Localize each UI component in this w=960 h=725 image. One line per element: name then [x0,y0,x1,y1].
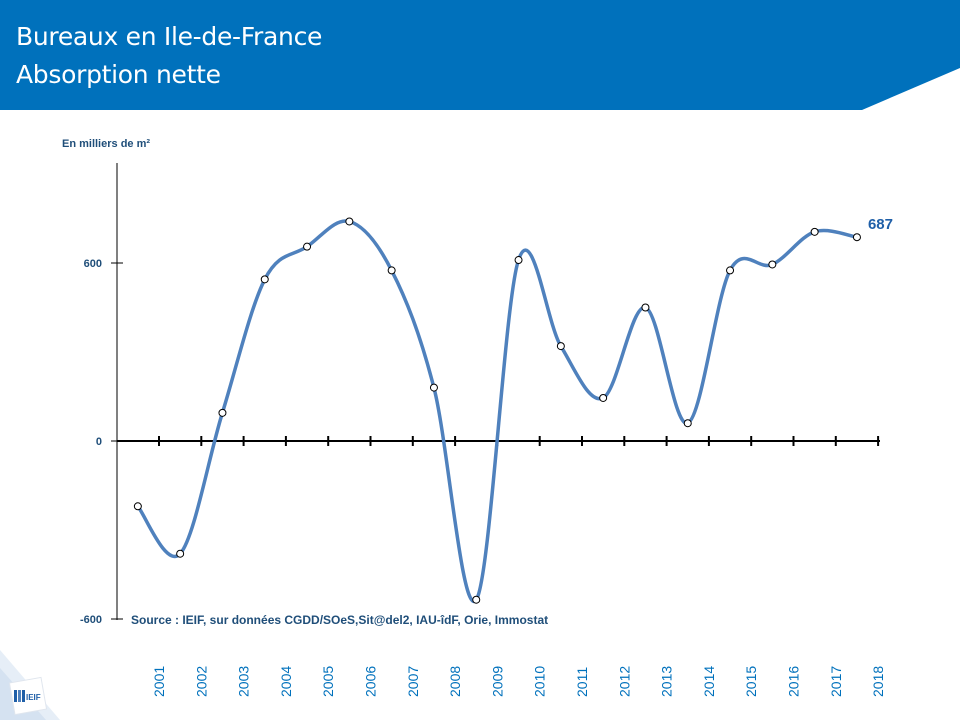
y-tick-label: 600 [84,258,102,270]
x-tick-label: 2007 [405,666,421,697]
data-point [429,383,438,392]
page-title: Bureaux en Ile-de-France [16,22,323,51]
y-axis-label: En milliers de m² [62,138,150,150]
series-line [136,219,859,604]
x-tick-label: 2012 [616,666,632,697]
x-tick-label: 2017 [828,666,844,697]
x-tick-label: 2013 [659,666,675,697]
y-tick-label: 0 [96,436,102,448]
data-point [726,266,735,275]
data-point [303,242,312,251]
ieif-logo: IEIF [0,640,80,720]
data-point [514,256,523,265]
x-tick-label: 2010 [532,666,548,697]
data-point [768,260,777,269]
data-point [176,549,185,558]
source-note: Source : IEIF, sur données CGDD/SOeS,Sit… [131,613,548,627]
x-tick-label: 2004 [278,666,294,697]
x-tick-label: 2006 [363,666,379,697]
data-point [852,233,861,242]
data-point [683,419,692,428]
data-point [556,342,565,351]
x-tick-label: 2009 [489,666,505,697]
data-point [218,408,227,417]
x-tick-label: 2011 [574,667,590,697]
x-tick-label: 2001 [151,666,167,697]
x-tick-label: 2008 [447,666,463,697]
data-point [260,275,269,284]
x-tick-label: 2005 [320,666,336,697]
data-point [472,595,481,604]
x-tick-label: 2014 [701,666,717,697]
x-tick-label: 2003 [236,666,252,697]
x-tick-label: 2018 [870,666,886,697]
y-tick-label: -600 [80,614,102,626]
page-subtitle: Absorption nette [16,60,221,89]
header-background [0,0,960,110]
header-band: Bureaux en Ile-de-France Absorption nett… [0,0,960,115]
logo-text: IEIF [26,693,41,702]
data-point [345,217,354,226]
data-point [133,502,142,511]
x-tick-label: 2002 [193,666,209,697]
data-point [810,227,819,236]
x-tick-label: 2015 [743,666,759,697]
last-value-label: 687 [868,216,893,233]
x-tick-label: 2016 [786,666,802,697]
data-point [387,266,396,275]
data-point [641,303,650,312]
data-point [599,393,608,402]
